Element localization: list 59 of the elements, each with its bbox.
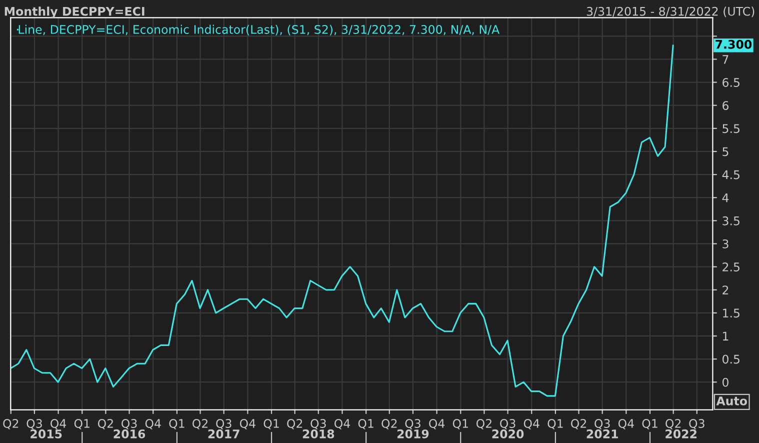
x-tick-label: Q1: [642, 419, 658, 430]
y-tick-label: 6: [722, 101, 728, 110]
x-tick-label: Q2: [98, 419, 113, 430]
chart-subtitle: 3/31/2015 - 8/31/2022 (UTC): [586, 6, 754, 18]
x-tick-label: Q1: [548, 419, 563, 430]
y-tick-label: 1.5: [723, 308, 740, 318]
x-tick-label: Q4: [50, 419, 66, 430]
x-tick-label: Q3: [500, 419, 516, 430]
chart-title: Monthly DECPPY=ECI: [4, 6, 144, 18]
x2-tick-label: 2022: [666, 429, 696, 438]
x-tick-label: Q3: [689, 419, 704, 430]
x-tick-label: Q1: [74, 419, 90, 430]
x-tick-label: Q1: [358, 419, 374, 430]
x2-tick-label: 2021: [586, 429, 618, 438]
x2-tick-label: 2017: [208, 429, 240, 438]
y-tick-label: 6.5: [722, 78, 740, 87]
text: Auto: [716, 396, 747, 406]
y-tick-label: 1: [723, 332, 728, 340]
x-tick-label: Q4: [429, 419, 445, 430]
x2-tick-label: 2015: [30, 429, 62, 438]
x-tick-label: Q3: [310, 419, 326, 430]
y-tick-label: 5: [722, 147, 728, 156]
legend-label: Line, DECPPY=ECI, Economic Indicator(Last), (S1, S2), 3/31/2022, 7.300, N/A, N/A: [18, 24, 500, 36]
x-tick-label: Q4: [145, 419, 161, 430]
y-tick-label: 4: [722, 193, 729, 202]
x2-tick-label: 2019: [397, 429, 429, 438]
x-tick-label: Q1: [169, 419, 184, 430]
y-tick-label: 4.5: [722, 170, 740, 180]
y-tick-label: 7: [722, 55, 728, 64]
x2-tick-label: 2018: [302, 429, 334, 438]
y-tick-label: 3: [722, 239, 728, 248]
text: 7.300: [716, 40, 752, 49]
x-tick-label: Q3: [216, 419, 232, 430]
x-tick-label: Q3: [122, 419, 137, 430]
x-tick-label: Q2: [3, 419, 18, 430]
y-tick-label: 5.5: [722, 124, 740, 134]
y-tick-label: 0.5: [722, 354, 740, 364]
x-tick-label: Q4: [240, 419, 256, 430]
x-tick-label: Q1: [452, 419, 468, 430]
x-tick-label: Q3: [26, 419, 42, 430]
line-series: [10, 44, 674, 397]
x-tick-label: Q2: [666, 419, 681, 430]
x-tick-label: Q1: [264, 419, 279, 430]
x2-tick-label: 2016: [114, 429, 146, 438]
x-tick-label: Q3: [405, 419, 420, 430]
x-tick-label: Q4: [334, 419, 350, 430]
x-tick-label: Q2: [287, 419, 302, 430]
y-tick-label: 3.5: [722, 216, 740, 226]
y-tick-label: 2: [722, 286, 728, 294]
x-tick-label: Q4: [618, 419, 634, 430]
x-tick-label: Q2: [192, 419, 208, 430]
x-tick-label: Q4: [524, 419, 540, 430]
y-tick-label: 0: [722, 378, 728, 387]
y-tick-label: 2.5: [722, 262, 740, 272]
x2-tick-label: 2020: [492, 429, 524, 438]
x-tick-label: Q3: [594, 419, 610, 430]
x-tick-label: Q2: [382, 419, 397, 430]
x-tick-label: Q2: [571, 419, 586, 430]
x-tick-label: Q2: [476, 419, 492, 430]
